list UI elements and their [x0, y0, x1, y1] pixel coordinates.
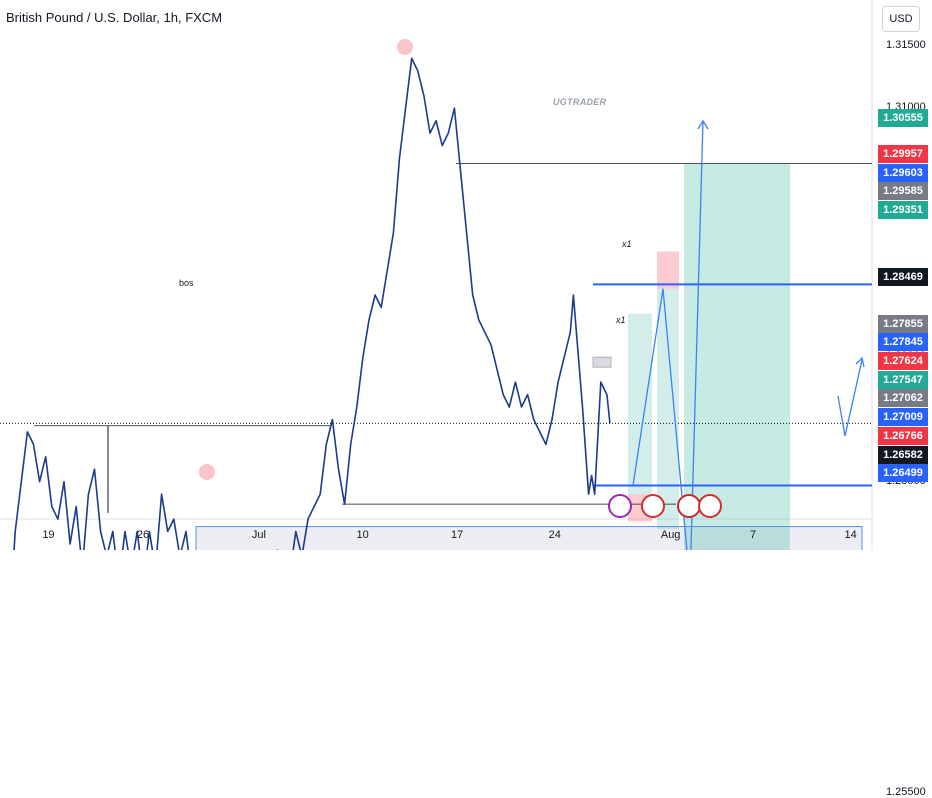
uk-flag-icon[interactable]: [677, 494, 701, 518]
range-box: [592, 356, 612, 368]
long-position-small-profit: [628, 313, 652, 495]
price-tag: 1.27547: [878, 371, 928, 389]
swing-low-marker: [199, 464, 215, 480]
price-tag: 1.26582: [878, 446, 928, 464]
projection-arrowhead: [697, 119, 709, 130]
price-series-line: [13, 57, 611, 550]
alt-projection-arrowhead: [855, 356, 865, 368]
x-tick-label: 10: [356, 529, 369, 541]
y-tick-label: 1.31500: [886, 39, 926, 51]
y-tick-label: 1.25500: [886, 786, 926, 798]
x-tick-label: Aug: [660, 529, 681, 541]
projection-path: [632, 120, 704, 550]
price-tag: 1.27845: [878, 333, 928, 351]
swing-high-marker: [397, 39, 413, 55]
price-tag: 1.29957: [878, 145, 928, 163]
us-flag-icon[interactable]: [698, 494, 722, 518]
demand-zone-outer: [195, 526, 863, 550]
price-tag: 1.29603: [878, 164, 928, 182]
x-tick-label: 7: [749, 529, 757, 541]
author-watermark: UGTRADER: [553, 97, 607, 107]
x1-label-lower: x1: [616, 315, 626, 325]
price-tag: 1.29351: [878, 201, 928, 219]
x-tick-label: 26: [136, 529, 150, 541]
short-position-loss-zone: [657, 251, 679, 289]
price-chart[interactable]: [0, 0, 932, 550]
x-tick-label: 14: [844, 529, 857, 541]
x-tick-label: Jul: [251, 529, 266, 541]
price-tag: 1.27009: [878, 408, 928, 426]
price-tag: 1.28469: [878, 268, 928, 286]
price-tag: 1.26499: [878, 464, 928, 482]
price-tag: 1.27855: [878, 315, 928, 333]
price-tag: 1.30555: [878, 109, 928, 127]
price-tag: 1.26766: [878, 427, 928, 445]
us-flag-icon[interactable]: [641, 494, 665, 518]
lightning-event-icon[interactable]: [608, 494, 632, 518]
bos-label: bos: [179, 278, 194, 288]
symbol-title[interactable]: British Pound / U.S. Dollar, 1h, FXCM: [6, 10, 223, 25]
price-tag: 1.27624: [878, 352, 928, 370]
price-tag: 1.27062: [878, 389, 928, 407]
x-tick-label: 24: [548, 529, 561, 541]
x-tick-label: 19: [42, 529, 55, 541]
price-tag: 1.29585: [878, 182, 928, 200]
x1-label-upper: x1: [622, 239, 632, 249]
short-position-profit-zone: [657, 288, 679, 530]
alt-projection-path: [837, 359, 863, 437]
currency-button[interactable]: USD: [882, 6, 920, 32]
x-tick-label: 17: [451, 529, 464, 541]
